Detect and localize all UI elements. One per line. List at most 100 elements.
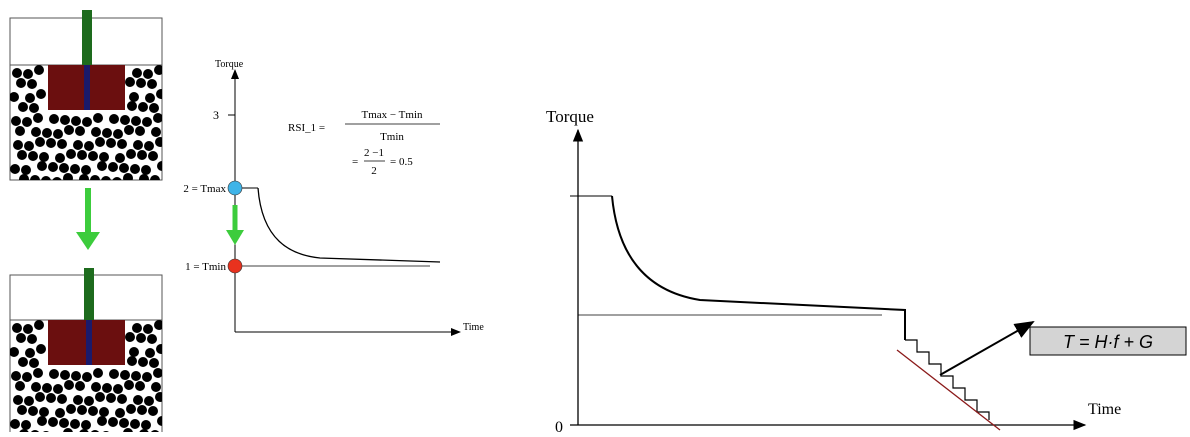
particle: [90, 175, 100, 180]
particle: [17, 405, 27, 415]
particle: [144, 396, 154, 406]
particle: [70, 419, 80, 429]
particle: [149, 358, 159, 368]
particle: [70, 164, 80, 174]
particle: [41, 176, 51, 180]
particle: [23, 324, 33, 334]
particle: [137, 405, 147, 415]
particle: [16, 78, 26, 88]
particle: [129, 347, 139, 357]
particle: [149, 103, 159, 113]
particle: [17, 150, 27, 160]
particle: [106, 393, 116, 403]
particle: [35, 137, 45, 147]
particle: [115, 153, 125, 163]
particle: [37, 416, 47, 426]
particle: [82, 372, 92, 382]
particle: [52, 177, 62, 180]
particle: [55, 153, 65, 163]
particle: [71, 371, 81, 381]
particle: [81, 420, 91, 430]
particle: [124, 380, 134, 390]
particle: [123, 173, 133, 180]
particle: [91, 382, 101, 392]
particle: [156, 344, 162, 354]
arrow-head: [76, 232, 100, 250]
particle: [156, 89, 162, 99]
axis-label: Torque: [546, 107, 594, 126]
particle: [46, 138, 56, 148]
particle: [21, 165, 31, 175]
particle: [53, 129, 63, 139]
formula-sub-denominator: 2: [371, 165, 377, 177]
particle: [82, 117, 92, 127]
particle: [112, 177, 122, 180]
particle: [66, 149, 76, 159]
particle: [35, 392, 45, 402]
container-after: [9, 268, 163, 436]
particle: [24, 141, 34, 151]
formula-result: = 0.5: [390, 156, 413, 168]
particle: [60, 115, 70, 125]
particle: [63, 173, 73, 180]
particle: [154, 320, 162, 330]
particle: [145, 348, 155, 358]
particle: [15, 126, 25, 136]
equation: T = H·f + G: [1063, 332, 1153, 352]
particle: [132, 68, 142, 78]
particle: [127, 356, 137, 366]
particle: [119, 418, 129, 428]
particle: [18, 102, 28, 112]
particle: [63, 428, 73, 432]
particle: [48, 417, 58, 427]
particle: [108, 417, 118, 427]
particle: [125, 77, 135, 87]
particle: [139, 174, 149, 180]
particle: [102, 383, 112, 393]
particle: [34, 320, 44, 330]
particle: [77, 405, 87, 415]
particle: [22, 372, 32, 382]
particle: [29, 358, 39, 368]
particle: [147, 334, 157, 344]
origin-label: 0: [555, 419, 563, 432]
particle: [16, 333, 26, 343]
particle: [12, 323, 22, 333]
particle: [57, 394, 67, 404]
formula-equals: =: [352, 156, 358, 168]
particle: [77, 150, 87, 160]
particle: [108, 162, 118, 172]
particle: [142, 117, 152, 127]
particle: [64, 380, 74, 390]
particle: [125, 332, 135, 342]
particle: [120, 115, 130, 125]
particle: [91, 127, 101, 137]
particle: [25, 93, 35, 103]
formula-lhs: RSI_1 =: [288, 122, 325, 134]
particle: [39, 407, 49, 417]
particle: [59, 163, 69, 173]
particle: [28, 151, 38, 161]
particle: [22, 117, 32, 127]
particle: [42, 128, 52, 138]
particle: [119, 163, 129, 173]
particle: [136, 78, 146, 88]
particle: [34, 65, 44, 75]
particle: [19, 429, 29, 432]
particle: [37, 161, 47, 171]
particle: [117, 394, 127, 404]
axis-label: Torque: [215, 59, 244, 70]
particle: [113, 129, 123, 139]
particle: [120, 370, 130, 380]
particle: [79, 174, 89, 180]
particle: [151, 382, 161, 392]
particle: [36, 89, 46, 99]
particle: [15, 381, 25, 391]
particle: [126, 149, 136, 159]
particle: [25, 348, 35, 358]
particle: [155, 392, 162, 402]
particle: [46, 393, 56, 403]
formula-sub-numerator: 2 −1: [364, 147, 384, 159]
particle: [148, 406, 158, 416]
particle: [55, 408, 65, 418]
